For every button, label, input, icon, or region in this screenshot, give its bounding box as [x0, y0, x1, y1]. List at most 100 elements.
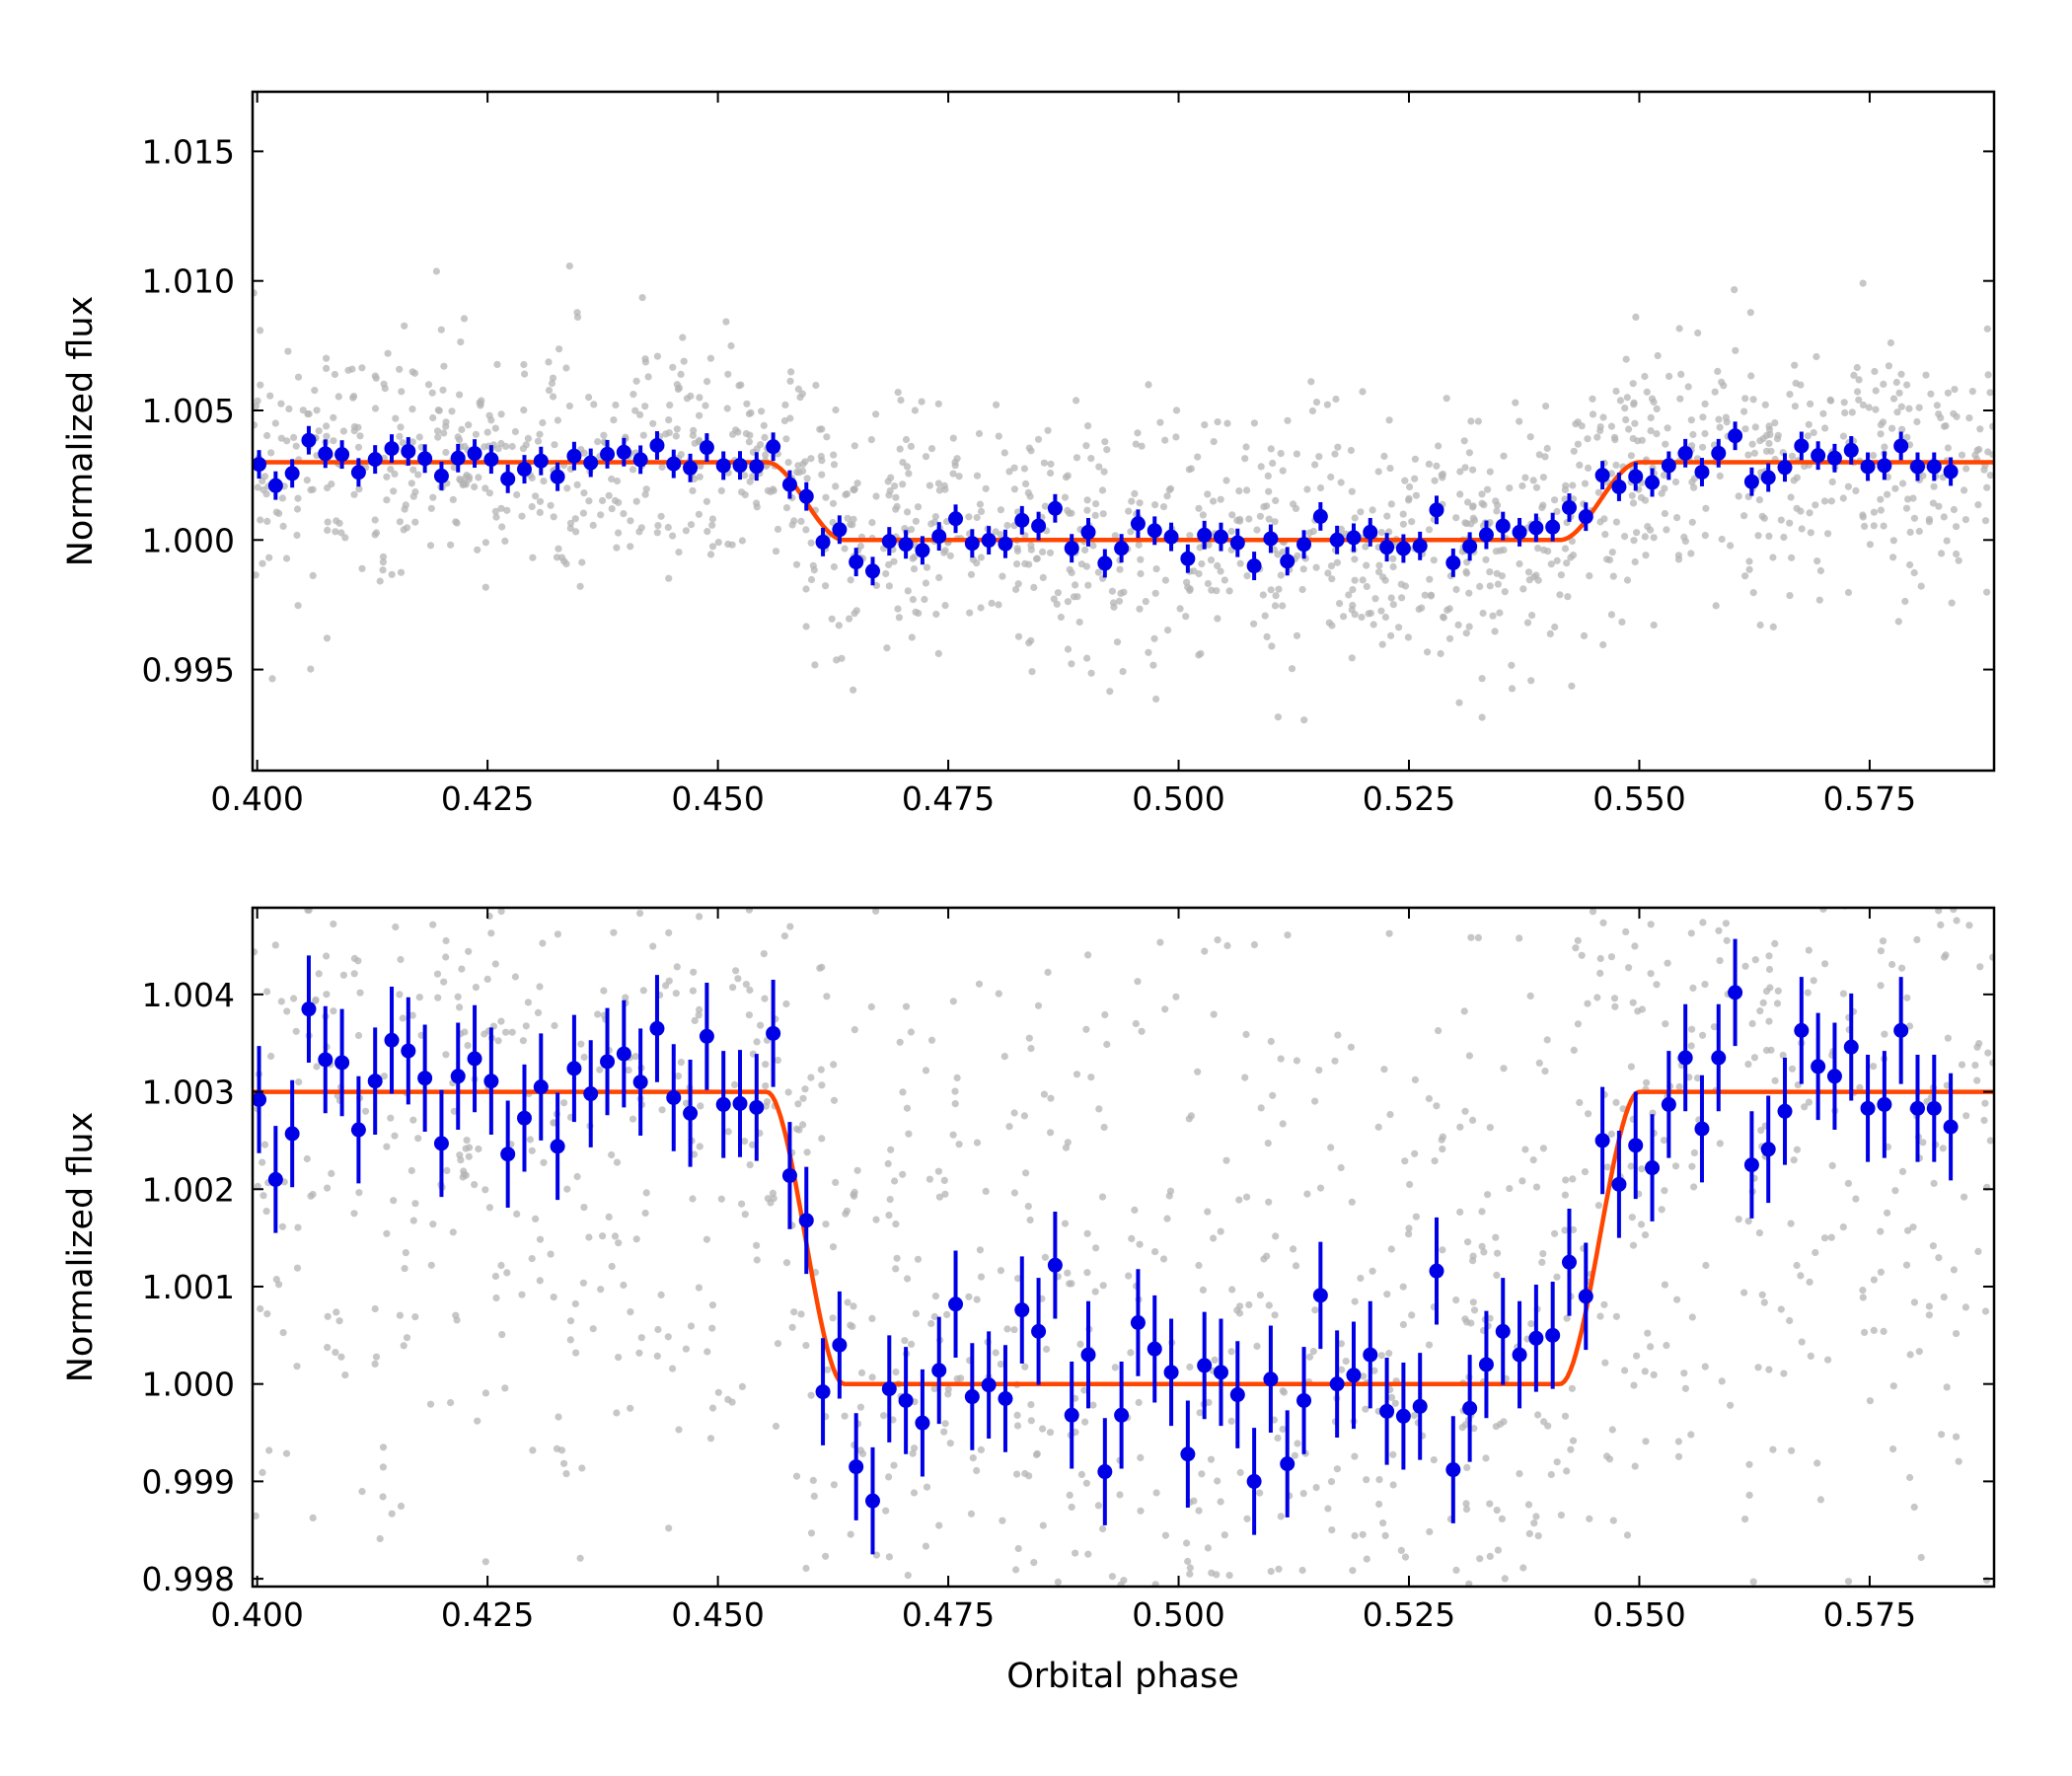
raw-point [1399, 1320, 1407, 1329]
raw-point [1387, 1245, 1395, 1253]
raw-point [1638, 436, 1646, 444]
raw-point [312, 997, 320, 1005]
raw-point [786, 923, 794, 930]
raw-point [1305, 1353, 1314, 1361]
raw-point [594, 438, 602, 446]
raw-point [1958, 1061, 1966, 1069]
binned-point [1843, 442, 1859, 458]
raw-point [265, 554, 273, 561]
raw-point [673, 963, 681, 971]
raw-point [449, 1228, 457, 1236]
raw-point [532, 492, 540, 500]
raw-point [1185, 466, 1193, 474]
raw-point [1563, 559, 1571, 567]
raw-point [1235, 1309, 1244, 1317]
raw-point [975, 429, 984, 438]
raw-point [305, 908, 313, 914]
raw-point [1227, 527, 1235, 536]
raw-point [1486, 1124, 1494, 1132]
raw-point [492, 513, 500, 521]
raw-point [612, 401, 620, 409]
raw-point [1204, 1208, 1212, 1216]
raw-point [1810, 428, 1817, 437]
raw-point [1005, 468, 1013, 476]
raw-point [1688, 479, 1696, 486]
raw-point [1951, 386, 1959, 394]
raw-point [1791, 361, 1799, 369]
raw-point [1467, 417, 1475, 425]
raw-point [1236, 559, 1244, 567]
raw-point [1186, 1564, 1194, 1572]
raw-point [578, 1464, 586, 1472]
raw-point [1327, 473, 1335, 481]
raw-point [891, 1177, 899, 1185]
raw-point [851, 1188, 858, 1196]
raw-point [1152, 695, 1160, 703]
raw-point [1905, 405, 1913, 412]
raw-point [894, 605, 902, 613]
raw-point [442, 448, 450, 457]
raw-point [1893, 408, 1901, 416]
binned-point [1561, 499, 1577, 515]
raw-point [1013, 545, 1021, 553]
raw-point [1612, 1312, 1620, 1320]
raw-point [551, 441, 558, 449]
raw-point [379, 1493, 387, 1501]
raw-point [1217, 567, 1224, 575]
raw-point [1839, 432, 1847, 440]
raw-point [1377, 1352, 1385, 1360]
raw-point [883, 644, 891, 652]
raw-point [1357, 1274, 1365, 1283]
raw-point [1891, 1187, 1899, 1195]
raw-point [1870, 1063, 1878, 1071]
binned-point [1711, 1050, 1727, 1066]
binned-point [1014, 512, 1030, 528]
raw-point [1984, 371, 1992, 379]
raw-point [1411, 1075, 1419, 1083]
raw-point [565, 262, 573, 270]
raw-point [1462, 629, 1470, 637]
raw-point [1625, 425, 1633, 433]
raw-point [1745, 1460, 1753, 1468]
raw-point [379, 566, 387, 574]
raw-point [376, 1534, 384, 1543]
raw-point [1098, 1193, 1107, 1201]
raw-point [1476, 582, 1484, 591]
raw-point [653, 1352, 661, 1360]
raw-point [886, 1196, 894, 1204]
raw-point [696, 1143, 703, 1150]
raw-point [1225, 1572, 1233, 1580]
raw-point [1298, 585, 1306, 594]
raw-point [967, 570, 976, 578]
raw-point [1261, 612, 1269, 620]
raw-point [1827, 1233, 1835, 1241]
raw-point [1464, 498, 1472, 506]
raw-point [1684, 383, 1692, 391]
raw-point [1389, 555, 1397, 562]
raw-point [1767, 1046, 1775, 1054]
raw-point [1145, 381, 1152, 389]
raw-point [818, 457, 826, 465]
raw-point [294, 602, 302, 610]
raw-point [1950, 505, 1958, 514]
raw-point [1456, 1208, 1464, 1216]
raw-point [576, 1554, 584, 1562]
raw-point [743, 400, 751, 407]
raw-point [955, 1141, 963, 1148]
raw-point [1275, 585, 1283, 593]
raw-point [1082, 1025, 1090, 1033]
raw-point [1183, 1539, 1191, 1547]
raw-point [380, 380, 388, 388]
raw-point [1585, 464, 1592, 472]
raw-point [440, 362, 448, 370]
raw-point [1629, 380, 1637, 388]
raw-point [1660, 1137, 1668, 1145]
raw-point [1351, 576, 1359, 584]
raw-point [784, 1088, 792, 1096]
raw-point [271, 419, 279, 427]
raw-point [1821, 424, 1829, 432]
raw-point [753, 1038, 761, 1046]
binned-point [915, 1415, 930, 1431]
binned-point [964, 1389, 980, 1405]
